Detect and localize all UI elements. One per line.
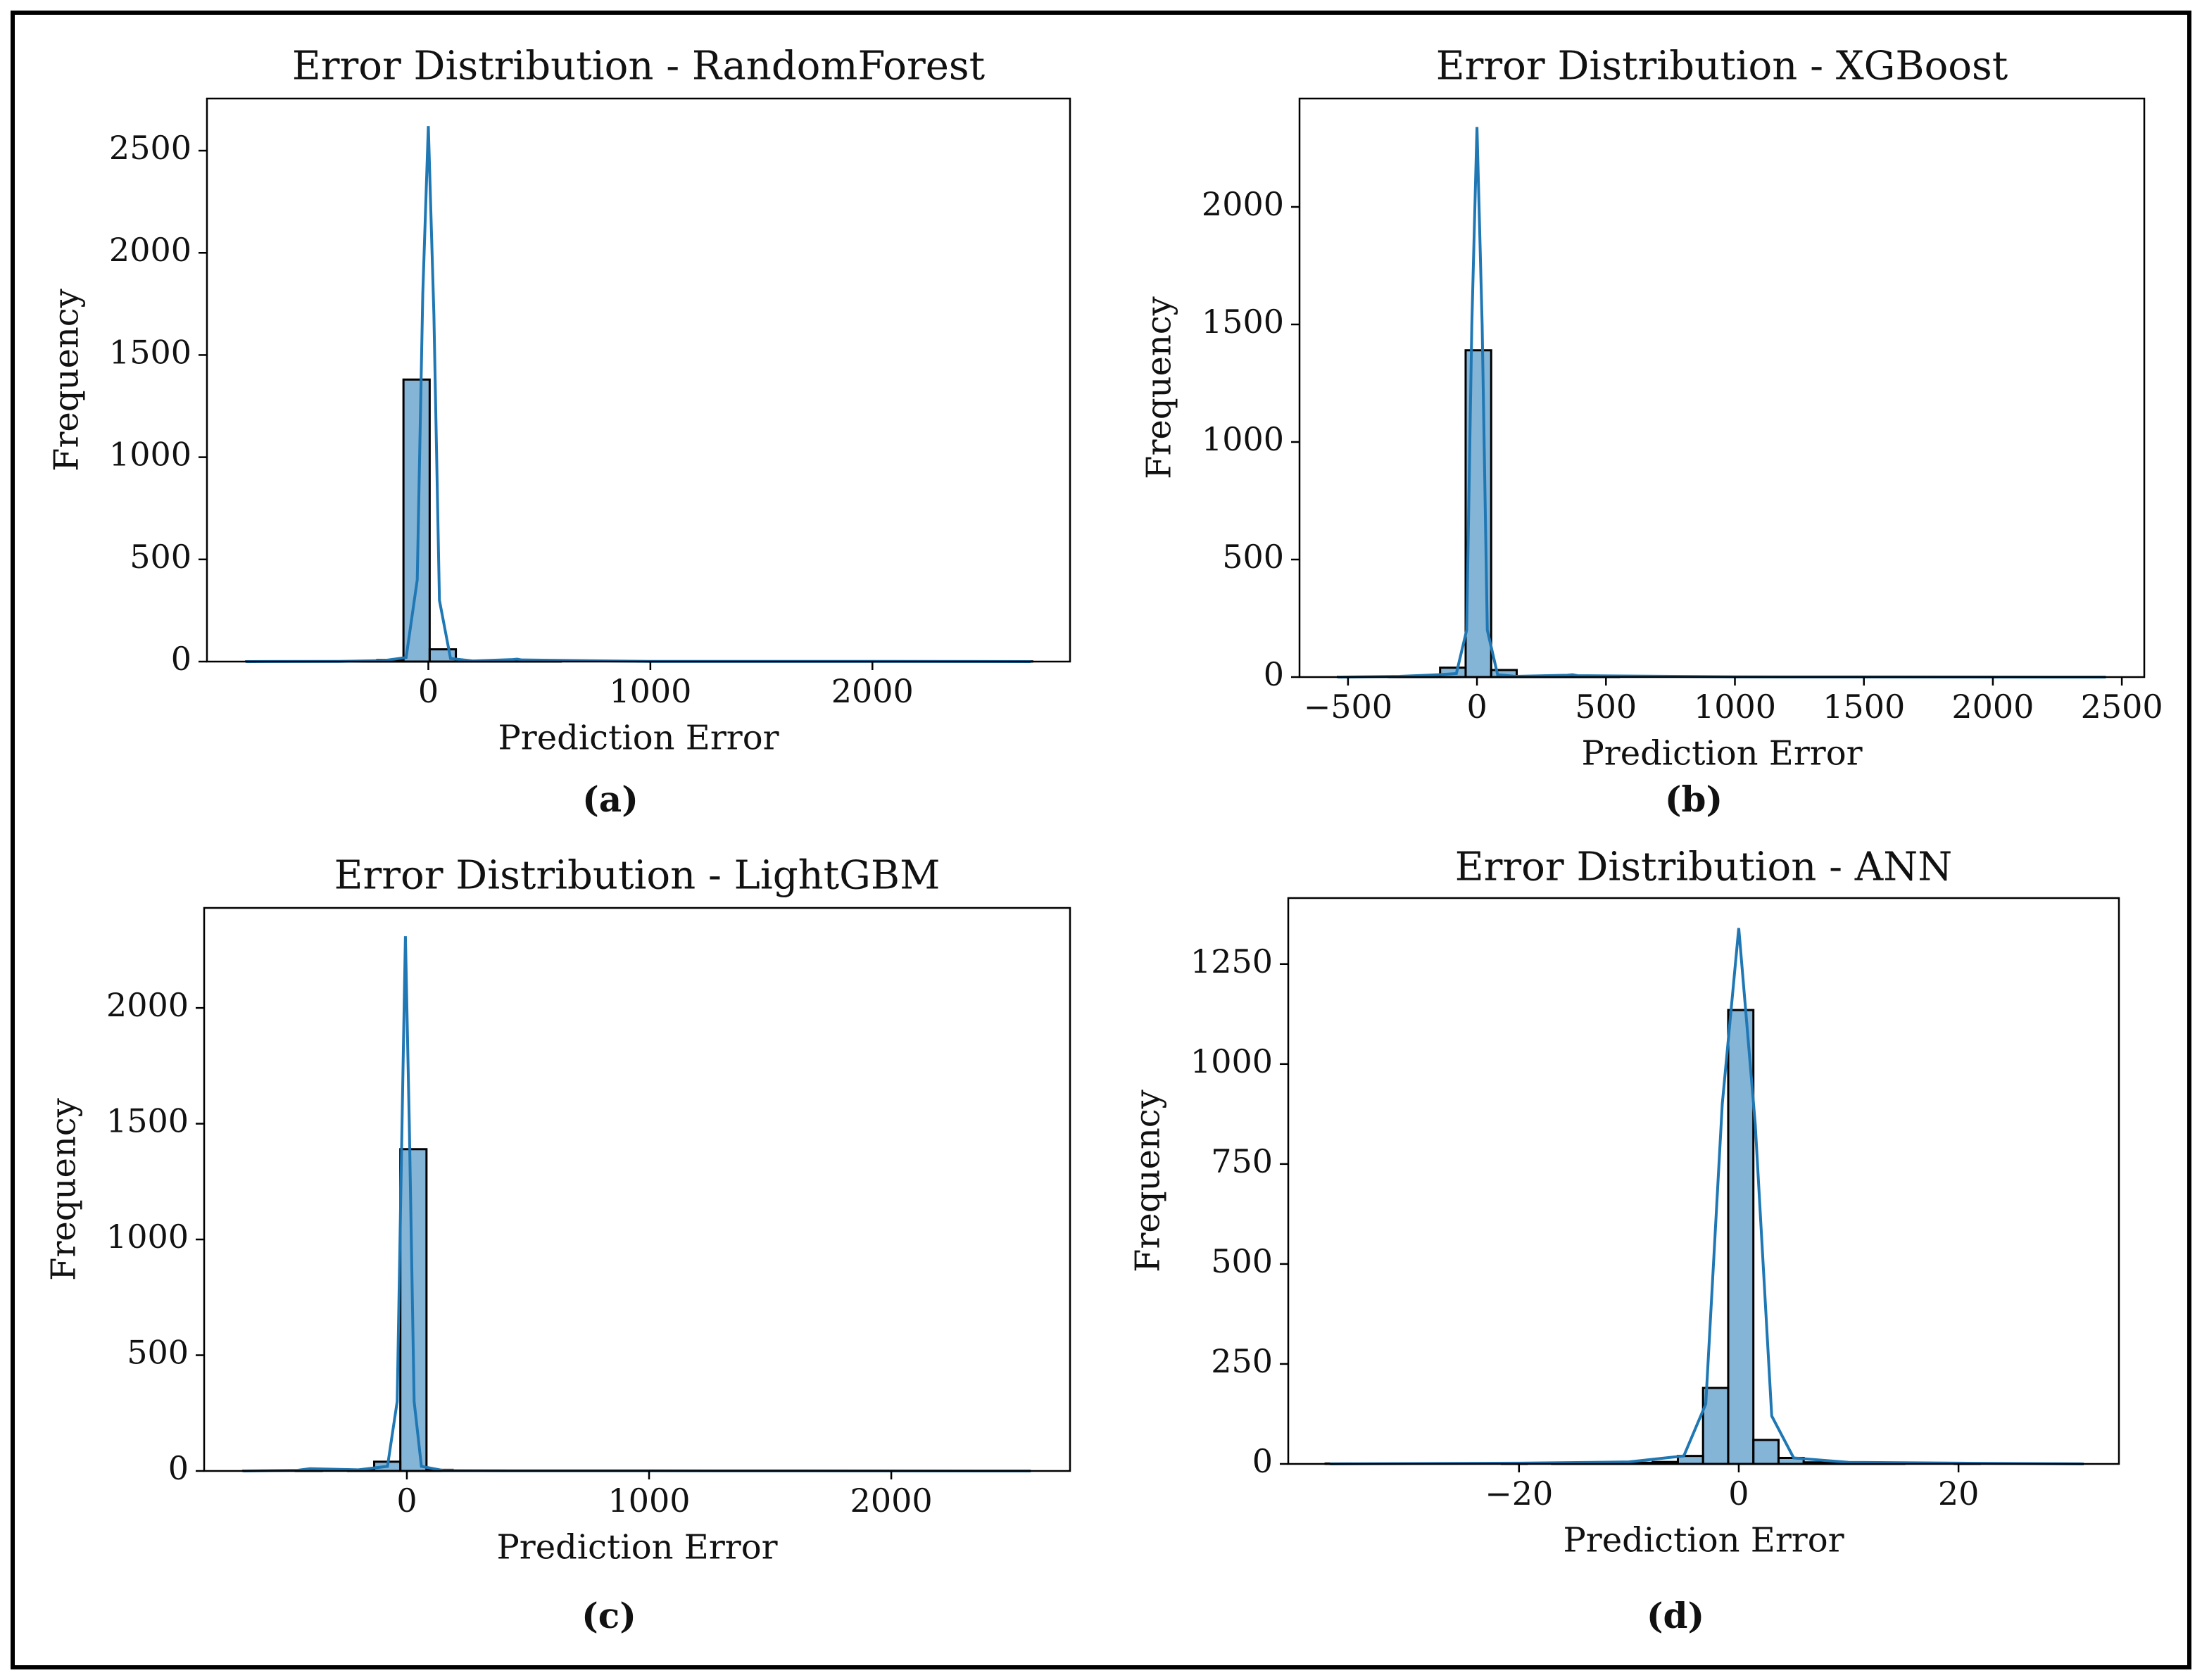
y-tick-label: 1250	[1190, 942, 1273, 980]
kde-line	[243, 936, 1031, 1472]
x-tick-label: 500	[1575, 688, 1637, 726]
histogram-bar	[1727, 1009, 1755, 1465]
y-tick-label: 750	[1211, 1142, 1273, 1180]
figure-border	[11, 11, 2191, 1669]
panel-caption: (b)	[1665, 778, 1723, 820]
x-tick-label: 1000	[609, 672, 691, 710]
x-tick-label: 1000	[1694, 688, 1776, 726]
y-axis-label: Frequency	[44, 1098, 84, 1281]
y-tick-label: 1000	[106, 1218, 189, 1256]
x-tick-label: −500	[1304, 688, 1392, 726]
x-axis-label: Prediction Error	[1581, 734, 1862, 773]
y-tick-label: 0	[1264, 655, 1284, 693]
y-tick-label: 2000	[109, 231, 191, 269]
histogram-bar	[402, 378, 431, 663]
kde-line	[246, 126, 1031, 663]
x-tick-label: 20	[1938, 1474, 1980, 1512]
x-tick-label: 1500	[1823, 688, 1905, 726]
kde-line	[1338, 127, 2106, 678]
x-tick-label: 0	[396, 1482, 417, 1520]
y-tick-label: 2000	[1202, 185, 1284, 223]
panel-caption: (a)	[582, 778, 638, 820]
y-tick-label: 1500	[1202, 303, 1284, 341]
y-tick-label: 500	[127, 1334, 189, 1372]
histogram-bar	[1752, 1439, 1780, 1465]
y-tick-label: 500	[1211, 1242, 1273, 1280]
y-axis-label: Frequency	[1140, 296, 1179, 479]
y-tick-label: 250	[1211, 1342, 1273, 1380]
x-tick-label: −20	[1485, 1474, 1553, 1512]
x-tick-label: 2000	[850, 1482, 933, 1520]
y-tick-label: 0	[1252, 1442, 1273, 1480]
y-tick-label: 1500	[109, 333, 191, 371]
panel-caption: (c)	[581, 1595, 636, 1636]
y-tick-label: 0	[171, 640, 191, 678]
y-tick-label: 500	[1222, 538, 1284, 576]
panel-caption: (d)	[1647, 1595, 1704, 1636]
y-axis-label: Frequency	[1128, 1090, 1168, 1272]
chart-title: Error Distribution - LightGBM	[334, 853, 940, 899]
x-tick-label: 2500	[2081, 688, 2163, 726]
x-tick-label: 2000	[831, 672, 914, 710]
chart-title: Error Distribution - ANN	[1455, 845, 1953, 890]
y-tick-label: 2500	[109, 129, 191, 167]
x-axis-label: Prediction Error	[1563, 1521, 1844, 1560]
axes-frame	[203, 907, 1071, 1472]
axes-frame	[1298, 97, 2146, 678]
x-axis-label: Prediction Error	[498, 719, 779, 758]
axes-frame	[1287, 897, 2120, 1465]
chart-title: Error Distribution - XGBoost	[1436, 44, 2008, 89]
x-tick-label: 2000	[1951, 688, 2034, 726]
x-tick-label: 0	[418, 672, 439, 710]
y-tick-label: 0	[168, 1449, 189, 1487]
y-tick-label: 1500	[106, 1102, 189, 1140]
y-tick-label: 1000	[1190, 1042, 1273, 1080]
y-tick-label: 1000	[1202, 420, 1284, 458]
x-axis-label: Prediction Error	[496, 1528, 777, 1567]
y-tick-label: 2000	[106, 986, 189, 1024]
x-tick-label: 0	[1466, 688, 1487, 726]
axes-frame	[206, 97, 1071, 663]
y-tick-label: 1000	[109, 436, 191, 474]
x-tick-label: 1000	[608, 1482, 690, 1520]
x-tick-label: 0	[1728, 1474, 1749, 1512]
y-tick-label: 500	[130, 538, 191, 576]
chart-title: Error Distribution - RandomForest	[292, 44, 986, 89]
y-axis-label: Frequency	[47, 289, 87, 472]
kde-line	[1330, 928, 2084, 1465]
